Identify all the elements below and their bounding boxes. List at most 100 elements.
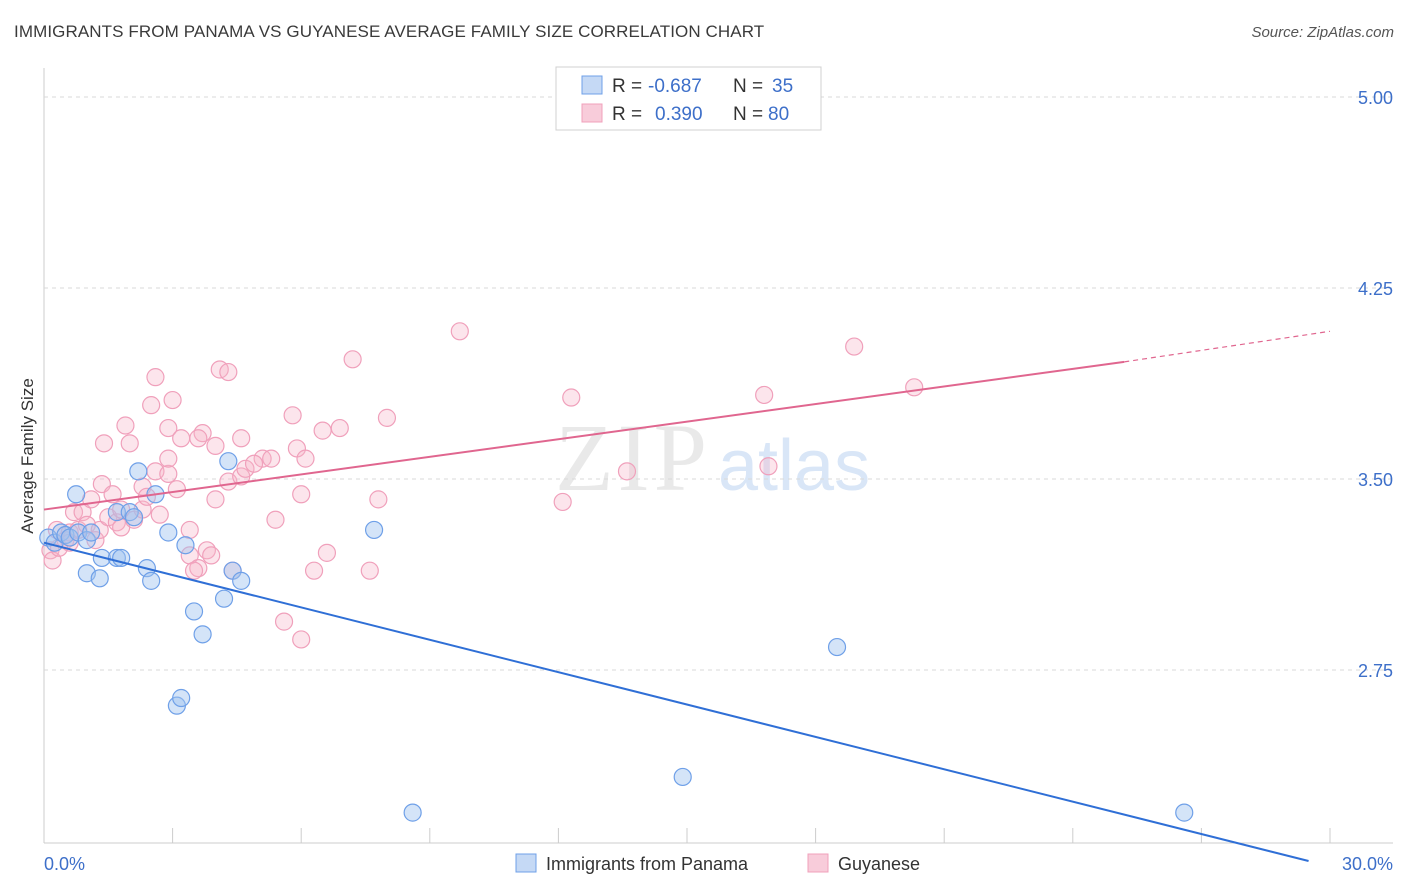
trend-line-guyanese	[43, 360, 1125, 511]
x-tick-marks	[43, 828, 1331, 843]
legend-n-value-guyanese: 80	[768, 104, 789, 125]
guyanese-point	[244, 454, 264, 473]
guyanese-point	[330, 418, 349, 438]
panama-point	[172, 688, 191, 708]
trend-line-panama	[43, 541, 1309, 862]
trend-line-guyanese-extension	[1124, 330, 1331, 363]
guyanese-point	[232, 429, 251, 448]
x-tick-label-min: 0.0%	[44, 854, 85, 874]
bottom-legend-label-panama: Immigrants from Panama	[546, 854, 749, 874]
y-tick-labels: 5.00 4.25 3.50 2.75	[1358, 88, 1393, 681]
guyanese-point	[360, 561, 379, 580]
y-tick-label: 5.00	[1358, 88, 1393, 108]
chart-source: Source: ZipAtlas.com	[1251, 24, 1394, 41]
y-tick-label: 2.75	[1358, 661, 1393, 681]
panama-point	[673, 767, 692, 787]
guyanese-point	[180, 520, 199, 540]
correlation-legend: R = -0.687 N = 35 R = 0.390 N = 80	[555, 66, 822, 131]
legend-swatch-guyanese	[581, 103, 603, 123]
legend-r-label-panama: R =	[612, 76, 642, 97]
guyanese-point	[150, 505, 169, 524]
legend-swatch-panama	[581, 75, 603, 95]
series-legend: Immigrants from Panama Guyanese	[515, 853, 920, 874]
y-axis-title: Average Family Size	[18, 378, 37, 534]
guyanese-point	[163, 390, 182, 410]
guyanese-point	[317, 543, 337, 562]
series-panama-points	[39, 452, 1194, 822]
panama-point	[232, 571, 251, 590]
guyanese-point	[266, 510, 285, 529]
guyanese-point	[304, 561, 324, 580]
watermark-atlas: atlas	[718, 426, 870, 506]
guyanese-point	[343, 350, 362, 369]
panama-point	[219, 452, 238, 471]
guyanese-point	[189, 429, 208, 448]
y-tick-label: 3.50	[1358, 470, 1393, 490]
panama-point	[184, 602, 204, 621]
guyanese-point	[159, 418, 178, 438]
panama-point	[129, 462, 148, 481]
guyanese-point	[553, 492, 572, 512]
trend-lines	[43, 330, 1331, 862]
panama-point	[124, 508, 144, 527]
guyanese-point	[116, 416, 135, 435]
guyanese-point	[292, 485, 311, 504]
guyanese-point	[845, 337, 864, 356]
guyanese-point	[206, 490, 225, 509]
guyanese-point	[313, 421, 332, 440]
guyanese-point	[617, 462, 637, 481]
guyanese-point	[120, 434, 139, 453]
legend-n-label-panama: N =	[733, 76, 763, 97]
guyanese-point	[292, 630, 311, 649]
panama-point	[193, 625, 212, 644]
guyanese-point	[296, 449, 315, 468]
panama-point	[159, 523, 178, 542]
guyanese-point	[94, 434, 114, 453]
legend-r-value-panama: -0.687	[648, 76, 702, 97]
legend-r-label-guyanese: R =	[612, 104, 642, 125]
guyanese-point	[142, 396, 161, 415]
guyanese-point	[262, 449, 281, 468]
legend-r-value-guyanese: 0.390	[655, 104, 703, 125]
chart-title: IMMIGRANTS FROM PANAMA VS GUYANESE AVERA…	[14, 22, 765, 41]
panama-point	[90, 569, 109, 588]
legend-n-value-panama: 35	[772, 76, 793, 97]
panama-point	[176, 536, 195, 555]
guyanese-point	[184, 561, 204, 580]
guyanese-point	[755, 385, 774, 405]
guyanese-point	[274, 612, 294, 631]
guyanese-point	[450, 322, 469, 341]
guyanese-point	[146, 368, 165, 387]
panama-point	[82, 523, 101, 542]
watermark-zip: ZIP	[555, 404, 711, 511]
x-tick-label-max: 30.0%	[1342, 854, 1393, 874]
guyanese-point	[159, 449, 178, 468]
guyanese-point	[377, 408, 397, 427]
bottom-legend-swatch-panama	[515, 853, 537, 873]
guyanese-point	[905, 378, 924, 397]
panama-point	[107, 503, 126, 522]
guyanese-point	[159, 464, 178, 484]
guyanese-point	[219, 362, 238, 382]
series-guyanese-points	[41, 322, 924, 649]
panama-point	[403, 803, 422, 822]
guyanese-point	[103, 485, 122, 504]
guyanese-point	[167, 480, 186, 499]
legend-n-label-guyanese: N =	[733, 104, 763, 125]
guyanese-point	[202, 546, 221, 565]
panama-point	[142, 571, 161, 590]
guyanese-point	[369, 490, 388, 509]
panama-point	[214, 589, 234, 608]
guyanese-point	[206, 436, 225, 455]
guyanese-point	[283, 406, 302, 425]
guyanese-point	[236, 459, 255, 478]
bottom-legend-swatch-guyanese	[807, 853, 829, 873]
guyanese-point	[562, 388, 581, 407]
guyanese-point	[172, 429, 191, 448]
panama-point	[827, 637, 847, 657]
panama-point	[1175, 803, 1194, 822]
bottom-legend-label-guyanese: Guyanese	[838, 854, 920, 874]
guyanese-point	[759, 457, 778, 476]
panama-point	[364, 520, 384, 540]
